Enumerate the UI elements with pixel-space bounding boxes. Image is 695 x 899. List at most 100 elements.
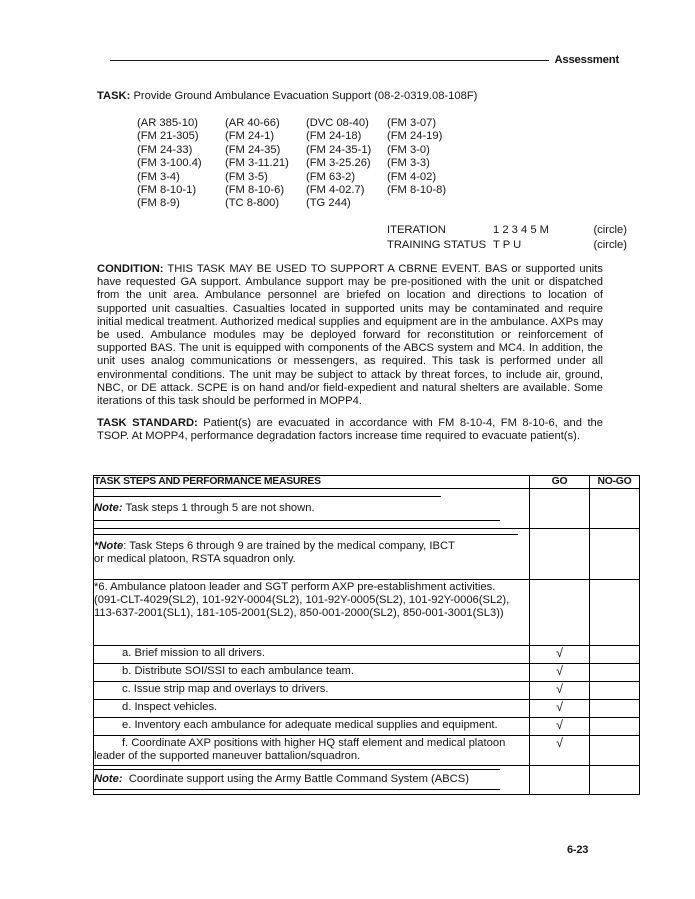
go-checkmark: √: [529, 681, 590, 700]
training-status-circle-hint: (circle): [593, 239, 627, 252]
page-number: 6-23: [567, 844, 589, 856]
reference-item: (FM 24-35-1): [306, 143, 372, 156]
training-status-values: T P U: [493, 239, 522, 252]
no-go-cell: [589, 528, 640, 580]
note-label: *Note: [94, 540, 124, 552]
no-go-cell: [589, 699, 640, 718]
training-status-label: TRAINING STATUS: [387, 239, 487, 252]
no-go-cell: [589, 765, 640, 795]
task-line: TASK: Provide Ground Ambulance Evacuatio…: [97, 90, 617, 103]
go-cell: [529, 765, 590, 795]
substep-text: d. Inspect vehicles.: [122, 701, 218, 713]
reference-item: (FM 3-11.21): [225, 157, 289, 170]
reference-item: (FM 8-9): [137, 197, 180, 210]
reference-item: (TG 244): [306, 197, 351, 210]
go-cell: [529, 528, 590, 580]
reference-item: (FM 24-33): [137, 143, 193, 156]
reference-item: (AR 40-66): [225, 117, 280, 129]
task-title: Provide Ground Ambulance Evacuation Supp…: [133, 90, 478, 102]
reference-item: (FM 3-0): [387, 143, 430, 156]
go-cell: [529, 579, 590, 646]
reference-list: (AR 385-10) (AR 40-66) (DVC 08-40) (FM 3-07…: [137, 117, 537, 211]
reference-item: (FM 63-2): [306, 170, 356, 183]
go-cell: [529, 488, 590, 529]
reference-item: (FM 24-18): [306, 130, 362, 143]
reference-item: (FM 21-305): [137, 130, 199, 143]
substep-row-b: b. Distribute SOI/SSI to each ambulance …: [93, 663, 640, 682]
substep-text: b. Distribute SOI/SSI to each ambulance …: [122, 665, 354, 677]
note-text: *Note: Task Steps 6 through 9 are traine…: [94, 540, 455, 566]
page-header: Assessment: [110, 54, 619, 67]
no-go-cell: [589, 717, 640, 736]
task-label: TASK:: [97, 90, 131, 102]
iteration-row: ITERATION 1 2 3 4 5 M (circle): [387, 223, 627, 238]
task-standard-label: TASK STANDARD:: [97, 417, 198, 429]
reference-item: (FM 8-10-6): [225, 184, 285, 197]
header-label: Assessment: [554, 54, 619, 66]
note-overline: [94, 534, 518, 535]
no-go-cell: [589, 645, 640, 664]
col-header-go: GO: [529, 475, 590, 489]
substep-text: c. Issue strip map and overlays to drive…: [122, 683, 329, 695]
note-underline: [94, 789, 500, 791]
go-checkmark: √: [529, 699, 590, 718]
note-label: Note:: [94, 502, 123, 514]
iteration-block: ITERATION 1 2 3 4 5 M (circle) TRAINING …: [387, 223, 627, 254]
substep-row-f: f. Coordinate AXP positions with higher …: [93, 735, 640, 766]
substep-row-d: d. Inspect vehicles. √: [93, 699, 640, 718]
note-overline: [94, 496, 441, 497]
no-go-cell: [589, 579, 640, 646]
reference-item: (FM 24-35): [225, 143, 281, 156]
task-standard-paragraph: TASK STANDARD: Patient(s) are evacuated …: [97, 417, 603, 443]
no-go-cell: [589, 663, 640, 682]
reference-item: (FM 3-25.26): [306, 157, 371, 170]
substep-text: a. Brief mission to all drivers.: [122, 647, 265, 659]
reference-item: (FM 3-3): [387, 157, 430, 170]
reference-item: (FM 8-10-1): [137, 184, 197, 197]
training-status-row: TRAINING STATUS T P U (circle): [387, 238, 627, 253]
substep-row-c: c. Issue strip map and overlays to drive…: [93, 681, 640, 700]
reference-item: (FM 3-07): [387, 117, 437, 129]
reference-item: (FM 24-1): [225, 130, 275, 143]
reference-item: [387, 197, 537, 210]
note-row-training-scope: *Note: Task Steps 6 through 9 are traine…: [93, 528, 640, 580]
no-go-cell: [589, 488, 640, 529]
iteration-label: ITERATION: [387, 224, 446, 236]
note-underline: [94, 520, 500, 522]
reference-item: (FM 4-02.7): [306, 184, 365, 197]
note-text: Note: Task steps 1 through 5 are not sho…: [94, 502, 315, 514]
note-row-steps-hidden: Note: Task steps 1 through 5 are not sho…: [93, 488, 640, 529]
note-overline: [94, 769, 500, 770]
task-steps-table: TASK STEPS AND PERFORMANCE MEASURES GO N…: [93, 475, 640, 795]
reference-item: (FM 3-4): [137, 170, 180, 183]
reference-item: (FM 3-5): [225, 170, 268, 183]
go-checkmark: √: [529, 663, 590, 682]
task-step-6-row: *6. Ambulance platoon leader and SGT per…: [93, 579, 640, 646]
iteration-circle-hint: (circle): [593, 224, 627, 236]
note-label: Note:: [94, 773, 123, 785]
go-checkmark: √: [529, 717, 590, 736]
header-rule: [110, 60, 550, 62]
task-step-6-text: *6. Ambulance platoon leader and SGT per…: [94, 581, 510, 619]
reference-item: (FM 3-100.4): [137, 157, 202, 170]
reference-item: (FM 24-19): [387, 130, 443, 143]
condition-paragraph: CONDITION: THIS TASK MAY BE USED TO SUPP…: [97, 263, 603, 408]
no-go-cell: [589, 735, 640, 766]
reference-item: (FM 8-10-8): [387, 184, 447, 197]
go-checkmark: √: [529, 735, 590, 766]
substep-text: e. Inventory each ambulance for adequate…: [122, 719, 498, 731]
col-header-task-steps: TASK STEPS AND PERFORMANCE MEASURES: [93, 475, 530, 489]
condition-text: THIS TASK MAY BE USED TO SUPPORT A CBRNE…: [97, 263, 603, 408]
condition-label: CONDITION:: [97, 263, 164, 275]
col-header-no-go: NO-GO: [589, 475, 640, 489]
table-header-row: TASK STEPS AND PERFORMANCE MEASURES GO N…: [93, 475, 640, 489]
reference-item: (AR 385-10): [137, 117, 198, 129]
substep-row-e: e. Inventory each ambulance for adequate…: [93, 717, 640, 736]
no-go-cell: [589, 681, 640, 700]
reference-item: (TC 8-800): [225, 197, 280, 210]
substep-row-a: a. Brief mission to all drivers. √: [93, 645, 640, 664]
go-checkmark: √: [529, 645, 590, 664]
note-text: Note: Coordinate support using the Army …: [94, 773, 469, 785]
iteration-values: 1 2 3 4 5 M: [493, 224, 549, 236]
reference-item: (FM 4-02): [387, 170, 437, 183]
